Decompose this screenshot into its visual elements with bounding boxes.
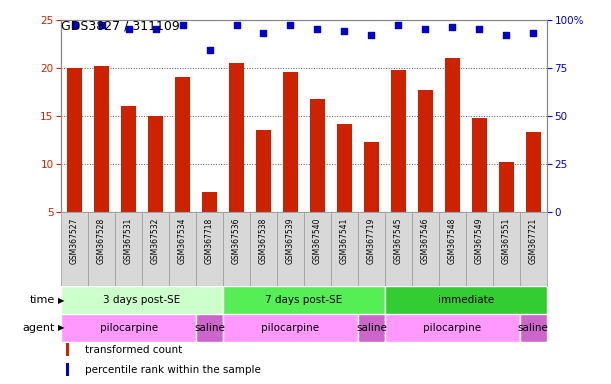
Bar [337,124,352,260]
Point [367,32,376,38]
Bar [223,314,358,342]
Bar [250,212,277,286]
Point [529,30,538,36]
Text: GSM367545: GSM367545 [394,218,403,264]
Text: saline: saline [356,323,387,333]
Text: GSM367551: GSM367551 [502,218,511,264]
Text: GSM367548: GSM367548 [448,218,457,264]
Text: GSM367549: GSM367549 [475,218,484,264]
Bar [439,212,466,286]
Text: GSM367527: GSM367527 [70,218,79,264]
Bar [283,72,298,260]
Bar [67,68,82,260]
Text: immediate: immediate [438,295,494,305]
Text: GDS3827 / 311109: GDS3827 / 311109 [61,20,180,33]
Point [178,22,188,28]
Bar [358,212,385,286]
Point [151,26,161,32]
Bar [223,286,385,314]
Bar [223,212,250,286]
Bar [196,212,223,286]
Text: GSM367531: GSM367531 [124,218,133,264]
Bar [445,58,460,260]
Bar [385,314,520,342]
Bar [169,212,196,286]
Bar [520,212,547,286]
Bar [229,63,244,260]
Bar [115,212,142,286]
Text: ▶: ▶ [58,323,65,333]
Bar [493,212,520,286]
Bar [364,142,379,260]
Bar [61,286,223,314]
Bar [66,363,69,376]
Text: percentile rank within the sample: percentile rank within the sample [86,364,262,375]
Text: GSM367536: GSM367536 [232,218,241,264]
Text: agent: agent [23,323,55,333]
Text: GSM367546: GSM367546 [421,218,430,264]
Bar [121,106,136,260]
Bar [88,212,115,286]
Bar [66,343,69,356]
Bar [499,162,514,260]
Point [420,26,430,32]
Text: GSM367719: GSM367719 [367,218,376,264]
Bar [391,70,406,260]
Bar [472,118,487,260]
Text: time: time [30,295,55,305]
Bar [418,90,433,260]
Text: 7 days post-SE: 7 days post-SE [265,295,343,305]
Bar [142,212,169,286]
Text: saline: saline [194,323,225,333]
Text: GSM367528: GSM367528 [97,218,106,264]
Point [205,47,214,53]
Text: GSM367541: GSM367541 [340,218,349,264]
Point [340,28,349,34]
Text: GSM367539: GSM367539 [286,218,295,264]
Text: GSM367721: GSM367721 [529,218,538,264]
Bar [94,66,109,260]
Text: ▶: ▶ [58,296,65,305]
Bar [202,192,217,260]
Bar [331,212,358,286]
Point [393,22,403,28]
Text: GSM367718: GSM367718 [205,218,214,264]
Text: saline: saline [518,323,549,333]
Point [123,26,133,32]
Bar [466,212,493,286]
Text: GSM367540: GSM367540 [313,218,322,264]
Bar [358,314,385,342]
Bar [520,314,547,342]
Text: GSM367538: GSM367538 [259,218,268,264]
Bar [304,212,331,286]
Bar [61,314,196,342]
Bar [61,212,88,286]
Text: pilocarpine: pilocarpine [423,323,481,333]
Text: 3 days post-SE: 3 days post-SE [103,295,181,305]
Bar [148,116,163,260]
Point [502,32,511,38]
Bar [310,99,325,260]
Point [232,22,241,28]
Bar [196,314,223,342]
Point [475,26,485,32]
Bar [526,132,541,260]
Point [70,22,79,28]
Point [285,22,295,28]
Bar [385,212,412,286]
Point [447,24,457,30]
Text: pilocarpine: pilocarpine [262,323,320,333]
Text: GSM367532: GSM367532 [151,218,160,264]
Point [258,30,268,36]
Bar [385,286,547,314]
Text: transformed count: transformed count [86,344,183,355]
Bar [256,130,271,260]
Point [97,22,106,28]
Point [313,26,323,32]
Text: pilocarpine: pilocarpine [100,323,158,333]
Bar [175,77,190,260]
Text: GSM367534: GSM367534 [178,218,187,264]
Bar [412,212,439,286]
Bar [277,212,304,286]
